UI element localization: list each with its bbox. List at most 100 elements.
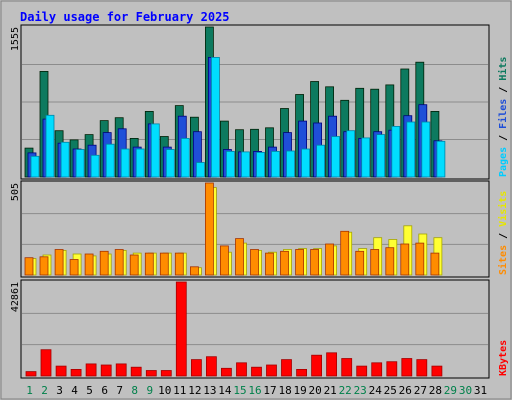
x-tick-label-day-22: 22	[339, 384, 352, 397]
bar-sites-day-6	[99, 250, 109, 276]
bar-pages-day-8	[135, 148, 145, 178]
legend-label: KBytes	[498, 340, 509, 376]
bar-pages-day-17	[271, 150, 280, 178]
legend-files: Files	[497, 99, 509, 129]
legend-label: Sites / Visits	[497, 191, 509, 275]
bar-pages-day-15	[241, 151, 250, 178]
x-tick-label-day-17: 17	[263, 384, 276, 397]
bar-sites-day-24	[370, 249, 380, 276]
bar-sites-day-2	[39, 256, 49, 276]
bar-sites-day-21	[325, 243, 335, 276]
bar-kbytes-day-8	[130, 366, 142, 377]
legend-pages: Pages	[498, 147, 509, 177]
y-axis-max-label: 42861	[10, 282, 21, 312]
bar-pages-day-23	[361, 137, 371, 178]
bar-kbytes-day-21	[326, 352, 338, 377]
bar-sites-day-3	[54, 249, 64, 276]
bar-pages-day-16	[256, 151, 265, 178]
bar-sites-day-17	[265, 252, 274, 276]
bar-sites-day-8	[129, 254, 139, 276]
legend-kbytes: KBytes	[498, 340, 509, 376]
x-tick-label-day-25: 25	[384, 384, 397, 397]
bar-kbytes-day-7	[115, 363, 127, 377]
bar-pages-day-4	[75, 149, 85, 178]
x-tick-label-day-8: 8	[131, 384, 138, 397]
x-tick-label-day-14: 14	[218, 384, 232, 397]
x-tick-label-day-5: 5	[86, 384, 93, 397]
legend-visits: Visits	[497, 191, 509, 227]
bar-kbytes-day-23	[356, 365, 368, 377]
bar-sites-day-11	[174, 252, 184, 276]
series-kbytes	[25, 281, 443, 377]
x-tick-label-day-9: 9	[146, 384, 153, 397]
bar-pages-day-27	[421, 121, 431, 178]
legend-separator: /	[498, 81, 509, 99]
bar-sites-day-18	[280, 250, 289, 276]
bar-pages-day-7	[120, 148, 130, 178]
bar-kbytes-day-13	[205, 356, 217, 377]
bar-sites-day-14	[219, 245, 229, 276]
x-tick-label-day-21: 21	[324, 384, 337, 397]
panel-pages-files-hits: 1555 Pages / Files / Hits	[10, 24, 509, 180]
x-tick-label-day-19: 19	[293, 384, 306, 397]
x-tick-label-day-10: 10	[158, 384, 171, 397]
bar-sites-day-12	[189, 266, 199, 276]
bar-kbytes-day-17	[266, 364, 277, 377]
bar-kbytes-day-28	[431, 365, 443, 377]
x-tick-label-day-18: 18	[278, 384, 291, 397]
bar-kbytes-day-14	[220, 367, 232, 377]
x-tick-label-day-31: 31	[474, 384, 487, 397]
bar-kbytes-day-4	[70, 368, 82, 377]
legend-separator: /	[498, 129, 509, 147]
x-axis-tick-labels: 1 2 3 4 5 6 7 8 9 10 11 12 13 14 15 16 17 18 19 20 21 22 23 24 2…	[26, 384, 487, 397]
bar-pages-day-12	[195, 162, 205, 178]
bar-pages-day-11	[180, 137, 190, 178]
series-pages	[30, 57, 446, 178]
bar-sites-day-19	[295, 249, 305, 276]
bar-kbytes-day-26	[401, 358, 413, 377]
panel-kbytes: 42861 KBytes	[10, 279, 509, 379]
bar-sites-day-9	[144, 252, 154, 276]
bar-sites-day-28	[430, 252, 440, 276]
bar-pages-day-5	[90, 154, 100, 178]
y-axis-max-label: 1555	[10, 27, 21, 51]
bar-sites-day-16	[250, 249, 259, 276]
x-tick-label-day-16: 16	[248, 384, 261, 397]
bar-pages-day-26	[406, 121, 416, 178]
bar-pages-day-1	[30, 155, 40, 178]
bar-pages-day-18	[286, 150, 295, 178]
bar-sites-day-26	[400, 243, 410, 276]
panel-sites-visits: 505 Sites / Visits	[10, 180, 509, 278]
bar-kbytes-day-22	[341, 358, 353, 377]
bar-kbytes-day-9	[145, 370, 157, 377]
bar-kbytes-day-27	[416, 359, 428, 377]
x-tick-label-day-13: 13	[203, 384, 216, 397]
bar-pages-day-19	[301, 148, 311, 178]
bar-sites-day-25	[385, 247, 395, 276]
legend-separator: /	[498, 227, 509, 245]
bar-kbytes-day-11	[175, 281, 187, 377]
bar-kbytes-day-16	[251, 366, 262, 377]
x-tick-label-day-15: 15	[233, 384, 246, 397]
bar-sites-day-23	[355, 250, 365, 276]
bar-kbytes-day-2	[40, 349, 52, 377]
bar-sites-day-20	[310, 249, 320, 276]
x-tick-label-day-2: 2	[41, 384, 48, 397]
bar-kbytes-day-19	[296, 368, 308, 377]
x-tick-label-day-29: 29	[444, 384, 457, 397]
x-tick-label-day-20: 20	[308, 384, 321, 397]
bar-sites-day-5	[84, 253, 94, 276]
chart-title: Daily usage for February 2025	[20, 10, 230, 24]
bar-pages-day-22	[346, 130, 356, 178]
bar-sites-day-4	[69, 259, 79, 276]
legend-hits: Hits	[497, 57, 509, 81]
x-tick-label-day-6: 6	[101, 384, 108, 397]
x-tick-label-day-27: 27	[414, 384, 427, 397]
bar-sites-day-15	[235, 238, 244, 276]
bar-kbytes-day-10	[160, 370, 172, 377]
bar-pages-day-20	[316, 144, 326, 178]
bar-pages-day-3	[60, 141, 70, 178]
y-axis-max-label: 505	[10, 183, 21, 201]
bar-pages-day-9	[150, 123, 160, 178]
